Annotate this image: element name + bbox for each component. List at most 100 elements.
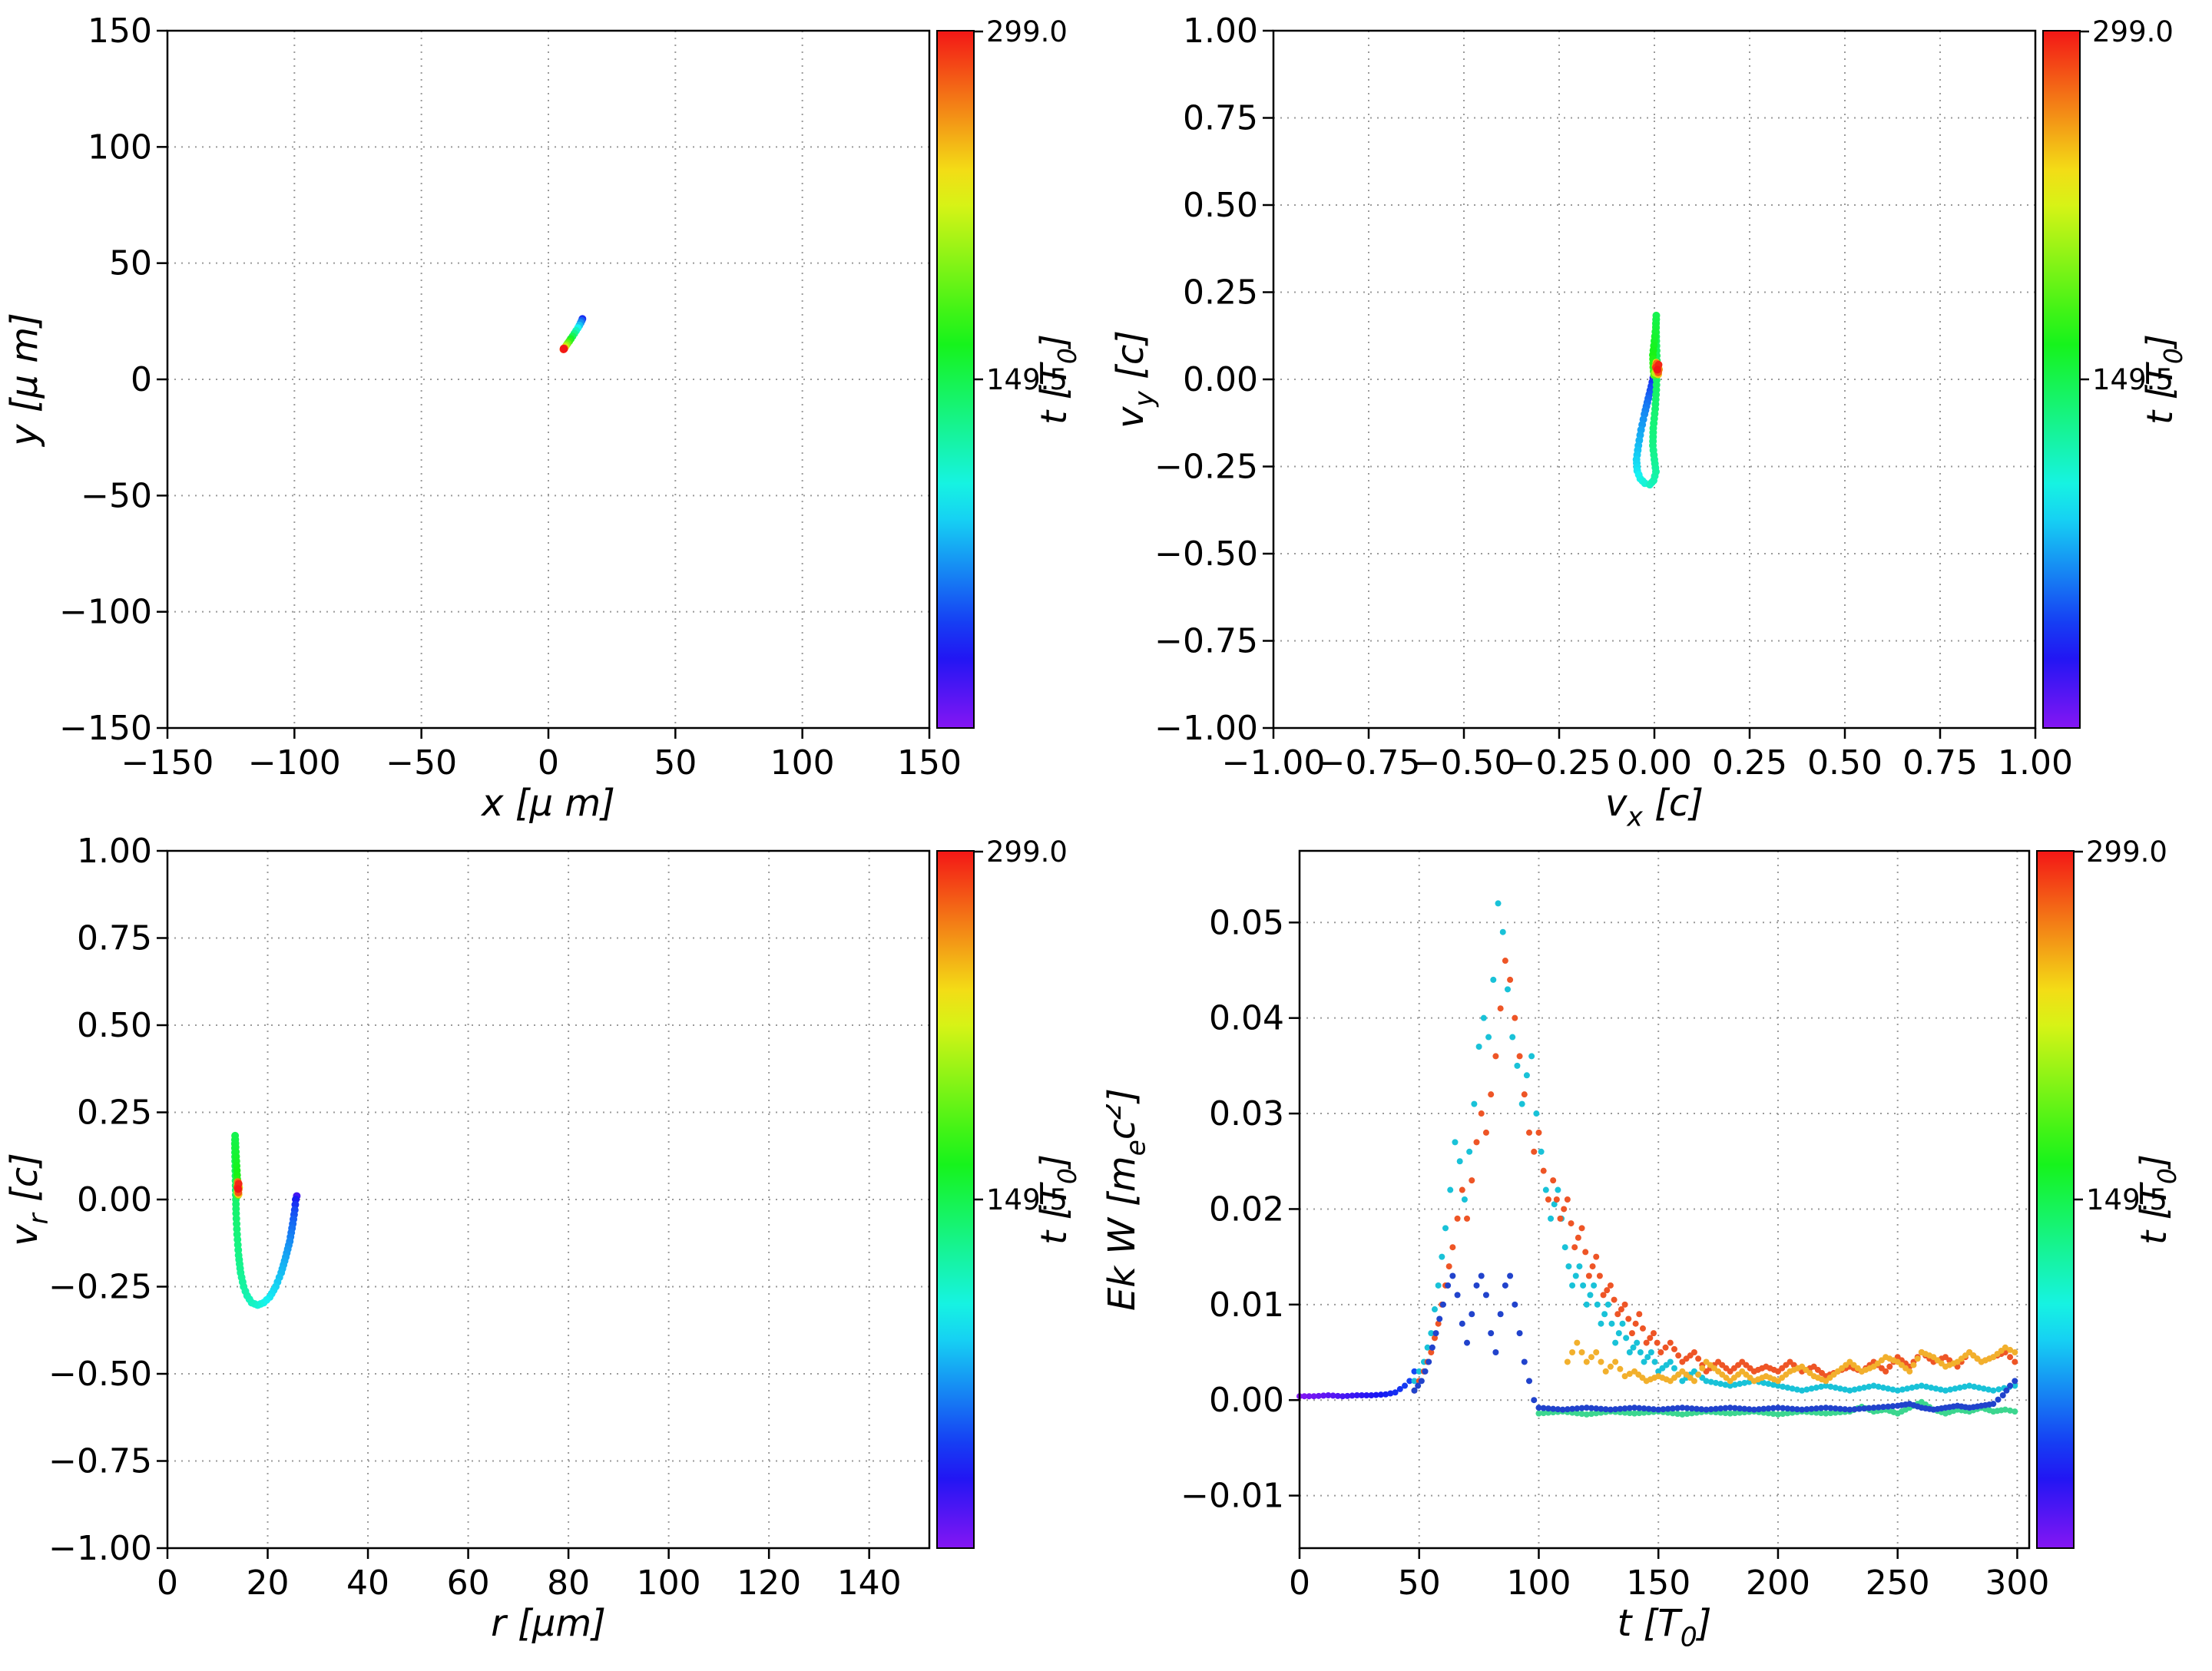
y-tick-label: 0.00	[77, 1180, 152, 1219]
data-points	[559, 315, 587, 353]
axis-ticks	[157, 29, 983, 739]
colorbar-max-label: 299.0	[986, 836, 1068, 869]
x-tick-label: 0.75	[1902, 743, 1978, 783]
colorbar-axis-label: t [T0]	[1033, 1154, 1082, 1245]
y-tick-label: −0.01	[1181, 1477, 1284, 1516]
colorbar	[2042, 30, 2081, 729]
x-tick-label: 50	[1398, 1563, 1441, 1603]
colorbar-mid-label: 149.5	[2092, 363, 2174, 396]
x-tick-label: 100	[1506, 1563, 1571, 1603]
colorbar-mid-label: 149.5	[986, 1183, 1068, 1216]
colorbar-axis-label: t [T0]	[2139, 334, 2188, 425]
colorbar-max-label: 299.0	[986, 15, 1068, 48]
colorbar-max-label: 299.0	[2092, 15, 2174, 48]
y-tick-label: −50	[81, 476, 152, 515]
panel-energy-vs-time: 0 50 100 150 200 250 300 −0.01 0.00 0.01 0.02 0.03 0…	[1106, 836, 2212, 1671]
x-tick-label: 50	[654, 743, 697, 783]
y-tick-label: 50	[109, 244, 152, 283]
y-tick-label: 0.04	[1209, 999, 1284, 1038]
plot-border	[1298, 849, 2031, 1550]
y-tick-label: −0.50	[1154, 534, 1258, 574]
x-tick-label: 120	[737, 1563, 801, 1603]
y-tick-label: 0.00	[1209, 1381, 1284, 1420]
panel-velocity-vx-vy: −1.00 −0.75 −0.50 −0.25 0.00 0.25 0.50 0.75 1.00…	[1106, 0, 2212, 836]
axis-ticks	[1263, 29, 2089, 739]
x-tick-label: 300	[1985, 1563, 2049, 1603]
y-tick-label: 0.50	[77, 1006, 152, 1045]
x-tick-label: −0.75	[1317, 743, 1421, 783]
plot-r-vr: 0 20 40 60 80 100 120 140 −1.00 −0.75 −0.50 −0.25 0.…	[3, 836, 1082, 1645]
data-points	[1632, 311, 1663, 489]
plot-velocity-vx-vy: −1.00−0.75−0.50−0.25 0.00 0.25 0.50 0.75 1.00…	[1109, 12, 2188, 832]
y-tick-label: 0	[131, 360, 152, 399]
x-axis-label: r [μm]	[491, 1602, 606, 1645]
y-tick-label: 0.25	[1183, 273, 1258, 313]
x-tick-label: 0.25	[1712, 743, 1787, 783]
x-tick-label: 100	[637, 1563, 701, 1603]
x-tick-label: 40	[346, 1563, 389, 1603]
x-tick-label: 0	[1289, 1563, 1310, 1603]
x-tick-label: 150	[897, 743, 962, 783]
x-tick-label: 0	[157, 1563, 178, 1603]
grid-lines	[1300, 851, 2029, 1548]
x-tick-label: 20	[247, 1563, 290, 1603]
plot-energy-vs-time: 0 50 100 150 200 250 300 −0.01 0.00 0.01 0.02 0.03 0…	[1106, 836, 2182, 1653]
y-tick-label: 0.00	[1183, 360, 1258, 399]
y-tick-label: 1.00	[1183, 12, 1258, 51]
colorbar	[936, 30, 975, 729]
y-tick-label: −0.50	[48, 1355, 152, 1394]
x-tick-label: 80	[547, 1563, 590, 1603]
axis-ticks	[157, 849, 983, 1559]
y-tick-label: 1.00	[77, 836, 152, 871]
x-tick-label: 0.50	[1807, 743, 1883, 783]
x-axis-label: t [T0]	[1618, 1602, 1712, 1653]
colorbar	[2036, 850, 2075, 1549]
colorbar-axis-label: t [T0]	[1033, 334, 1082, 425]
y-tick-label: 0.75	[1183, 99, 1258, 138]
panel-position-xy: −150 −100 −50 0 50 100 150 −150 −100 −50 0 50 100 150…	[0, 0, 1106, 836]
y-tick-label: −1.00	[1154, 709, 1258, 748]
x-axis-label: vx [c]	[1605, 782, 1704, 832]
data-points	[230, 1131, 301, 1309]
x-tick-label: 100	[770, 743, 835, 783]
y-tick-label: 0.50	[1183, 186, 1258, 225]
colorbar-max-label: 299.0	[2086, 836, 2167, 869]
y-tick-label: 0.25	[77, 1094, 152, 1133]
grid-lines	[167, 31, 929, 728]
y-tick-label: −150	[59, 709, 152, 748]
x-tick-label: −0.50	[1412, 743, 1516, 783]
colorbar-axis-label: t [T0]	[2133, 1154, 2182, 1245]
y-tick-label: 150	[88, 12, 152, 51]
x-tick-label: 150	[1626, 1563, 1690, 1603]
y-tick-label: −1.00	[48, 1529, 152, 1568]
y-tick-label: −100	[59, 593, 152, 632]
y-axis-label: Ek W [mec2]	[1106, 1088, 1151, 1311]
x-tick-label: 1.00	[1998, 743, 2073, 783]
axis-ticks	[1289, 850, 2083, 1559]
grid-lines	[167, 851, 929, 1548]
x-tick-label: 140	[837, 1563, 902, 1603]
x-tick-label: −50	[386, 743, 457, 783]
x-tick-label: −100	[248, 743, 341, 783]
y-axis-label: vy [c]	[1109, 330, 1160, 429]
x-tick-label: 250	[1866, 1563, 1930, 1603]
colorbar-mid-label: 149.5	[986, 363, 1068, 396]
x-tick-label: −1.00	[1222, 743, 1326, 783]
y-tick-label: 0.05	[1209, 903, 1284, 942]
y-tick-label: −0.75	[1154, 622, 1258, 661]
colorbar-mid-label: 149.5	[2086, 1183, 2167, 1216]
y-tick-label: 100	[88, 127, 152, 167]
x-tick-label: −150	[121, 743, 214, 783]
x-tick-label: −0.25	[1508, 743, 1611, 783]
x-tick-label: 200	[1746, 1563, 1810, 1603]
y-tick-label: 0.03	[1209, 1094, 1284, 1133]
data-points	[1296, 900, 2018, 1418]
y-tick-label: 0.01	[1209, 1286, 1284, 1325]
y-axis-label: vr [c]	[3, 1153, 54, 1246]
y-tick-label: 0.75	[77, 919, 152, 958]
y-tick-label: 0.02	[1209, 1190, 1284, 1229]
x-tick-label: 0.00	[1617, 743, 1692, 783]
x-axis-label: x [μ m]	[480, 782, 615, 825]
